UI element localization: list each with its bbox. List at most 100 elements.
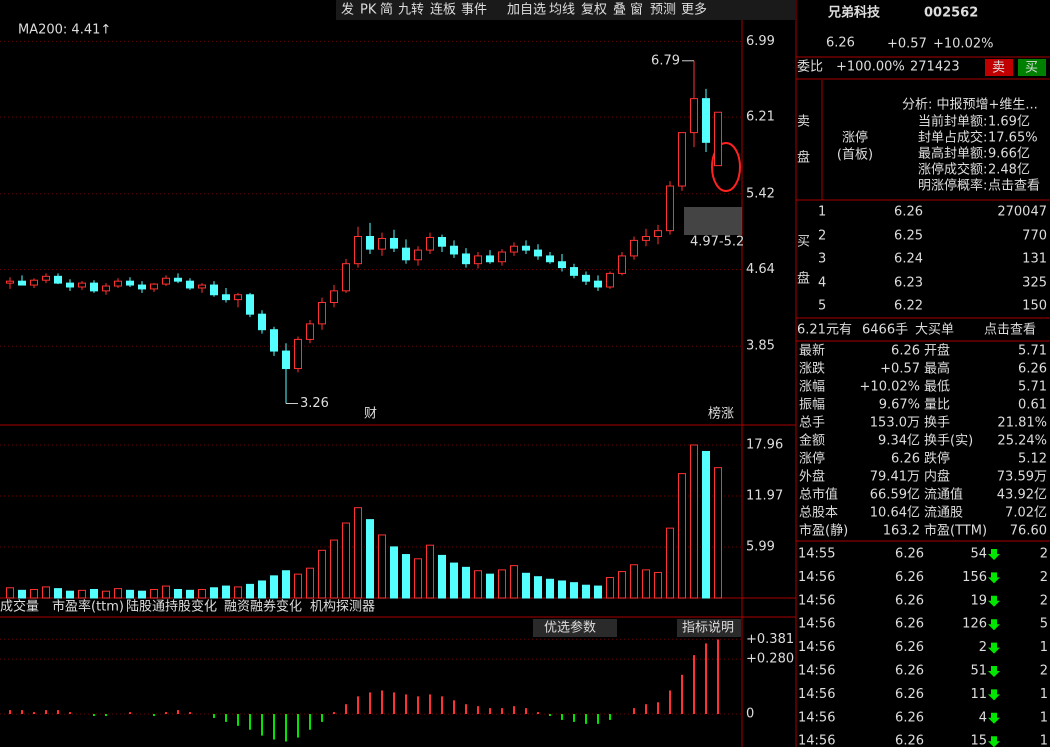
toolbar-button[interactable]: 简 (380, 2, 393, 18)
candle-body (486, 255, 494, 263)
toolbar-button[interactable]: 均线 (549, 3, 575, 18)
volume-bar (462, 566, 470, 599)
volume-bar (366, 519, 374, 599)
volume-bar (18, 589, 26, 599)
down-arrow (988, 642, 1000, 654)
candle-body (582, 274, 590, 282)
candle-body (450, 245, 458, 255)
stat-label: 振幅 (799, 398, 825, 413)
toolbar-button[interactable]: 九转 (398, 3, 424, 18)
toolbar-button[interactable]: 加自选 (507, 3, 546, 18)
volume-bar (162, 585, 170, 599)
candle-body (102, 285, 110, 292)
toolbar-button[interactable]: 预测 (650, 3, 676, 18)
button-bg (677, 619, 741, 637)
toolbar-button[interactable]: 事件 (461, 3, 487, 18)
buy-button[interactable]: 买 (1025, 61, 1038, 76)
tick-count: 2 (1040, 547, 1048, 562)
volume-bar (234, 586, 242, 599)
high-label: 6.79 (651, 53, 680, 68)
volume-bar (702, 450, 710, 599)
volume-bar (390, 546, 398, 599)
toolbar-button[interactable]: 连板 (430, 2, 456, 18)
limit-row-value: 9.66亿 (988, 147, 1030, 162)
down-arrow (988, 572, 1000, 584)
volume-bar (30, 588, 38, 599)
stat-value: 76.60 (1010, 524, 1047, 539)
candle-body (246, 294, 254, 315)
toolbar-button[interactable]: 发 (341, 2, 354, 18)
indicator-tab[interactable]: 融资融券变化 (224, 599, 302, 615)
limit-row-label: 最高封单额: (918, 146, 987, 162)
indicator-tab[interactable]: 机构探测器 (310, 600, 375, 615)
y-tick-label: 0 (746, 707, 754, 722)
volume-bar (318, 549, 326, 599)
stat-value: 153.0万 (870, 416, 920, 431)
volume-bar (138, 590, 146, 599)
toolbar-button[interactable]: 复权 (581, 2, 607, 18)
candle-body (66, 282, 74, 288)
volume-bar (714, 467, 722, 599)
candle-body (594, 280, 602, 288)
candle-body (498, 251, 506, 263)
volume-bar (294, 573, 302, 599)
candle-body (282, 350, 290, 370)
tick-volume: 4 (979, 710, 987, 725)
stat-value: 5.12 (1018, 452, 1047, 467)
limit-label: 涨停 (842, 130, 868, 146)
down-arrow (988, 712, 1000, 724)
tick-volume: 51 (970, 664, 987, 679)
bid-volume: 131 (1022, 252, 1047, 267)
sell-button[interactable]: 卖 (992, 61, 1005, 76)
stat-label: 流通值 (924, 487, 963, 503)
stat-label: 流通股 (924, 506, 963, 521)
candle-body (42, 275, 50, 281)
bid-price: 6.26 (894, 205, 923, 220)
limit-row-value[interactable]: 点击查看 (988, 178, 1040, 194)
candle-body (558, 261, 566, 269)
stat-label: 市盈(TTM) (924, 523, 987, 539)
tick-price: 6.26 (895, 617, 924, 632)
toolbar (336, 0, 795, 20)
candle-body (90, 282, 98, 292)
volume-bar (258, 580, 266, 599)
candle-body (474, 255, 482, 265)
toolbar-button[interactable]: 更多 (681, 2, 707, 18)
stat-value: 25.24% (997, 434, 1047, 449)
candle-body (546, 255, 554, 263)
big-order-link[interactable]: 点击查看 (984, 322, 1036, 338)
y-tick-label: 5.42 (746, 186, 775, 201)
bid-price: 6.25 (894, 229, 923, 244)
volume-bar (402, 554, 410, 599)
indicator-tab[interactable]: 市盈率(ttm) (52, 599, 124, 615)
toolbar-button[interactable]: 叠 (613, 3, 626, 18)
volume-bar (282, 570, 290, 599)
indicator-tab[interactable]: 成交量 (0, 599, 39, 615)
candle-body (126, 280, 134, 286)
big-order: 大买单 (915, 323, 954, 338)
toolbar-button[interactable]: PK (360, 3, 377, 18)
toolbar-button[interactable]: 窗 (630, 2, 643, 18)
candle-body (30, 279, 38, 286)
volume-bar (570, 582, 578, 599)
volume-bar (246, 583, 254, 599)
side-label: 盘 (797, 271, 810, 287)
limit-row-label: 当前封单额: (918, 114, 987, 130)
tick-price: 6.26 (895, 593, 924, 608)
indicator-tab[interactable]: 陆股通持股变化 (126, 599, 217, 615)
volume-bar (150, 588, 158, 599)
stat-label: 外盘 (799, 469, 825, 485)
indicator-button[interactable]: 指标说明 (682, 621, 734, 636)
candle-body (210, 284, 218, 296)
stat-label: 最高 (924, 361, 950, 377)
volume-bar (546, 578, 554, 599)
candle-body (714, 111, 722, 167)
indicator-button[interactable]: 优选参数 (544, 620, 596, 636)
candle-body (390, 237, 398, 249)
side-label: 卖 (797, 115, 810, 130)
stat-label: 涨幅 (799, 380, 825, 395)
stat-value: 10.64亿 (870, 506, 920, 521)
candle-body (666, 185, 674, 232)
low-label: 3.26 (300, 396, 329, 411)
